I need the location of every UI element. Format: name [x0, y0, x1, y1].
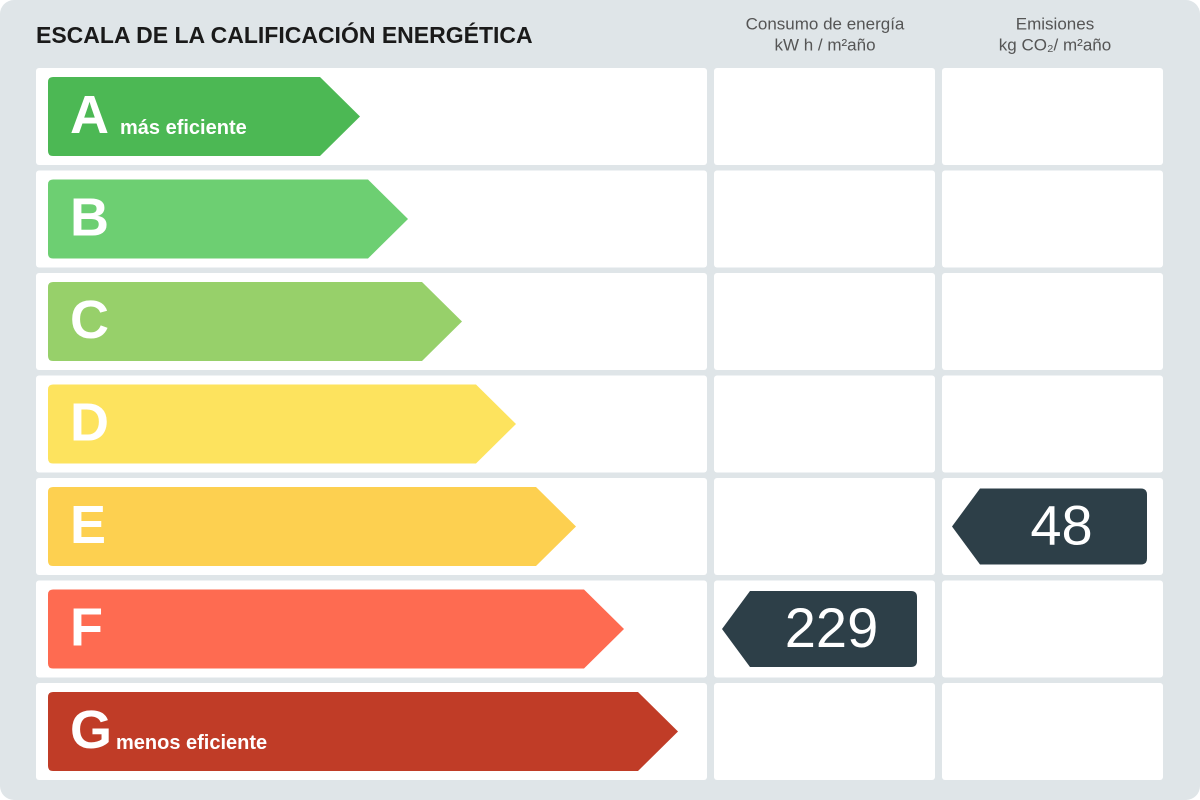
rating-label: menos eficiente: [116, 732, 267, 754]
rating-arrow: [48, 384, 516, 464]
cell: [714, 68, 935, 165]
value-badge: [952, 488, 1147, 565]
value-text: 48: [1030, 493, 1092, 556]
cell: [714, 683, 935, 780]
rating-letter: D: [70, 392, 109, 452]
rating-letter: A: [70, 85, 109, 145]
column-unit: kg CO₂/ m²año: [999, 35, 1111, 54]
rating-label: más eficiente: [120, 117, 247, 139]
column-header: Consumo de energía: [746, 14, 905, 33]
column-header: Emisiones: [1016, 14, 1094, 33]
rating-arrow: [48, 179, 408, 259]
cell: [714, 170, 935, 268]
rating-letter: F: [70, 597, 103, 657]
rating-arrow: [48, 77, 360, 156]
rating-letter: B: [70, 187, 109, 247]
cell: [714, 478, 935, 575]
title: ESCALA DE LA CALIFICACIÓN ENERGÉTICA: [36, 21, 533, 48]
cell: [714, 375, 935, 473]
value-badge: [722, 591, 917, 667]
cell: [942, 68, 1163, 165]
rating-arrow: [48, 692, 678, 771]
column-unit: kW h / m²año: [774, 35, 875, 54]
rating-arrow: [48, 487, 576, 566]
cell: [942, 375, 1163, 473]
cell: [942, 580, 1163, 678]
rating-letter: E: [70, 495, 106, 555]
cell: [714, 273, 935, 370]
cell: [942, 683, 1163, 780]
rating-letter: G: [70, 700, 112, 760]
cell: [942, 170, 1163, 268]
rating-arrow: [48, 282, 462, 361]
cell: [942, 273, 1163, 370]
rating-arrow: [48, 589, 624, 669]
rating-letter: C: [70, 290, 109, 350]
value-text: 229: [785, 596, 878, 659]
